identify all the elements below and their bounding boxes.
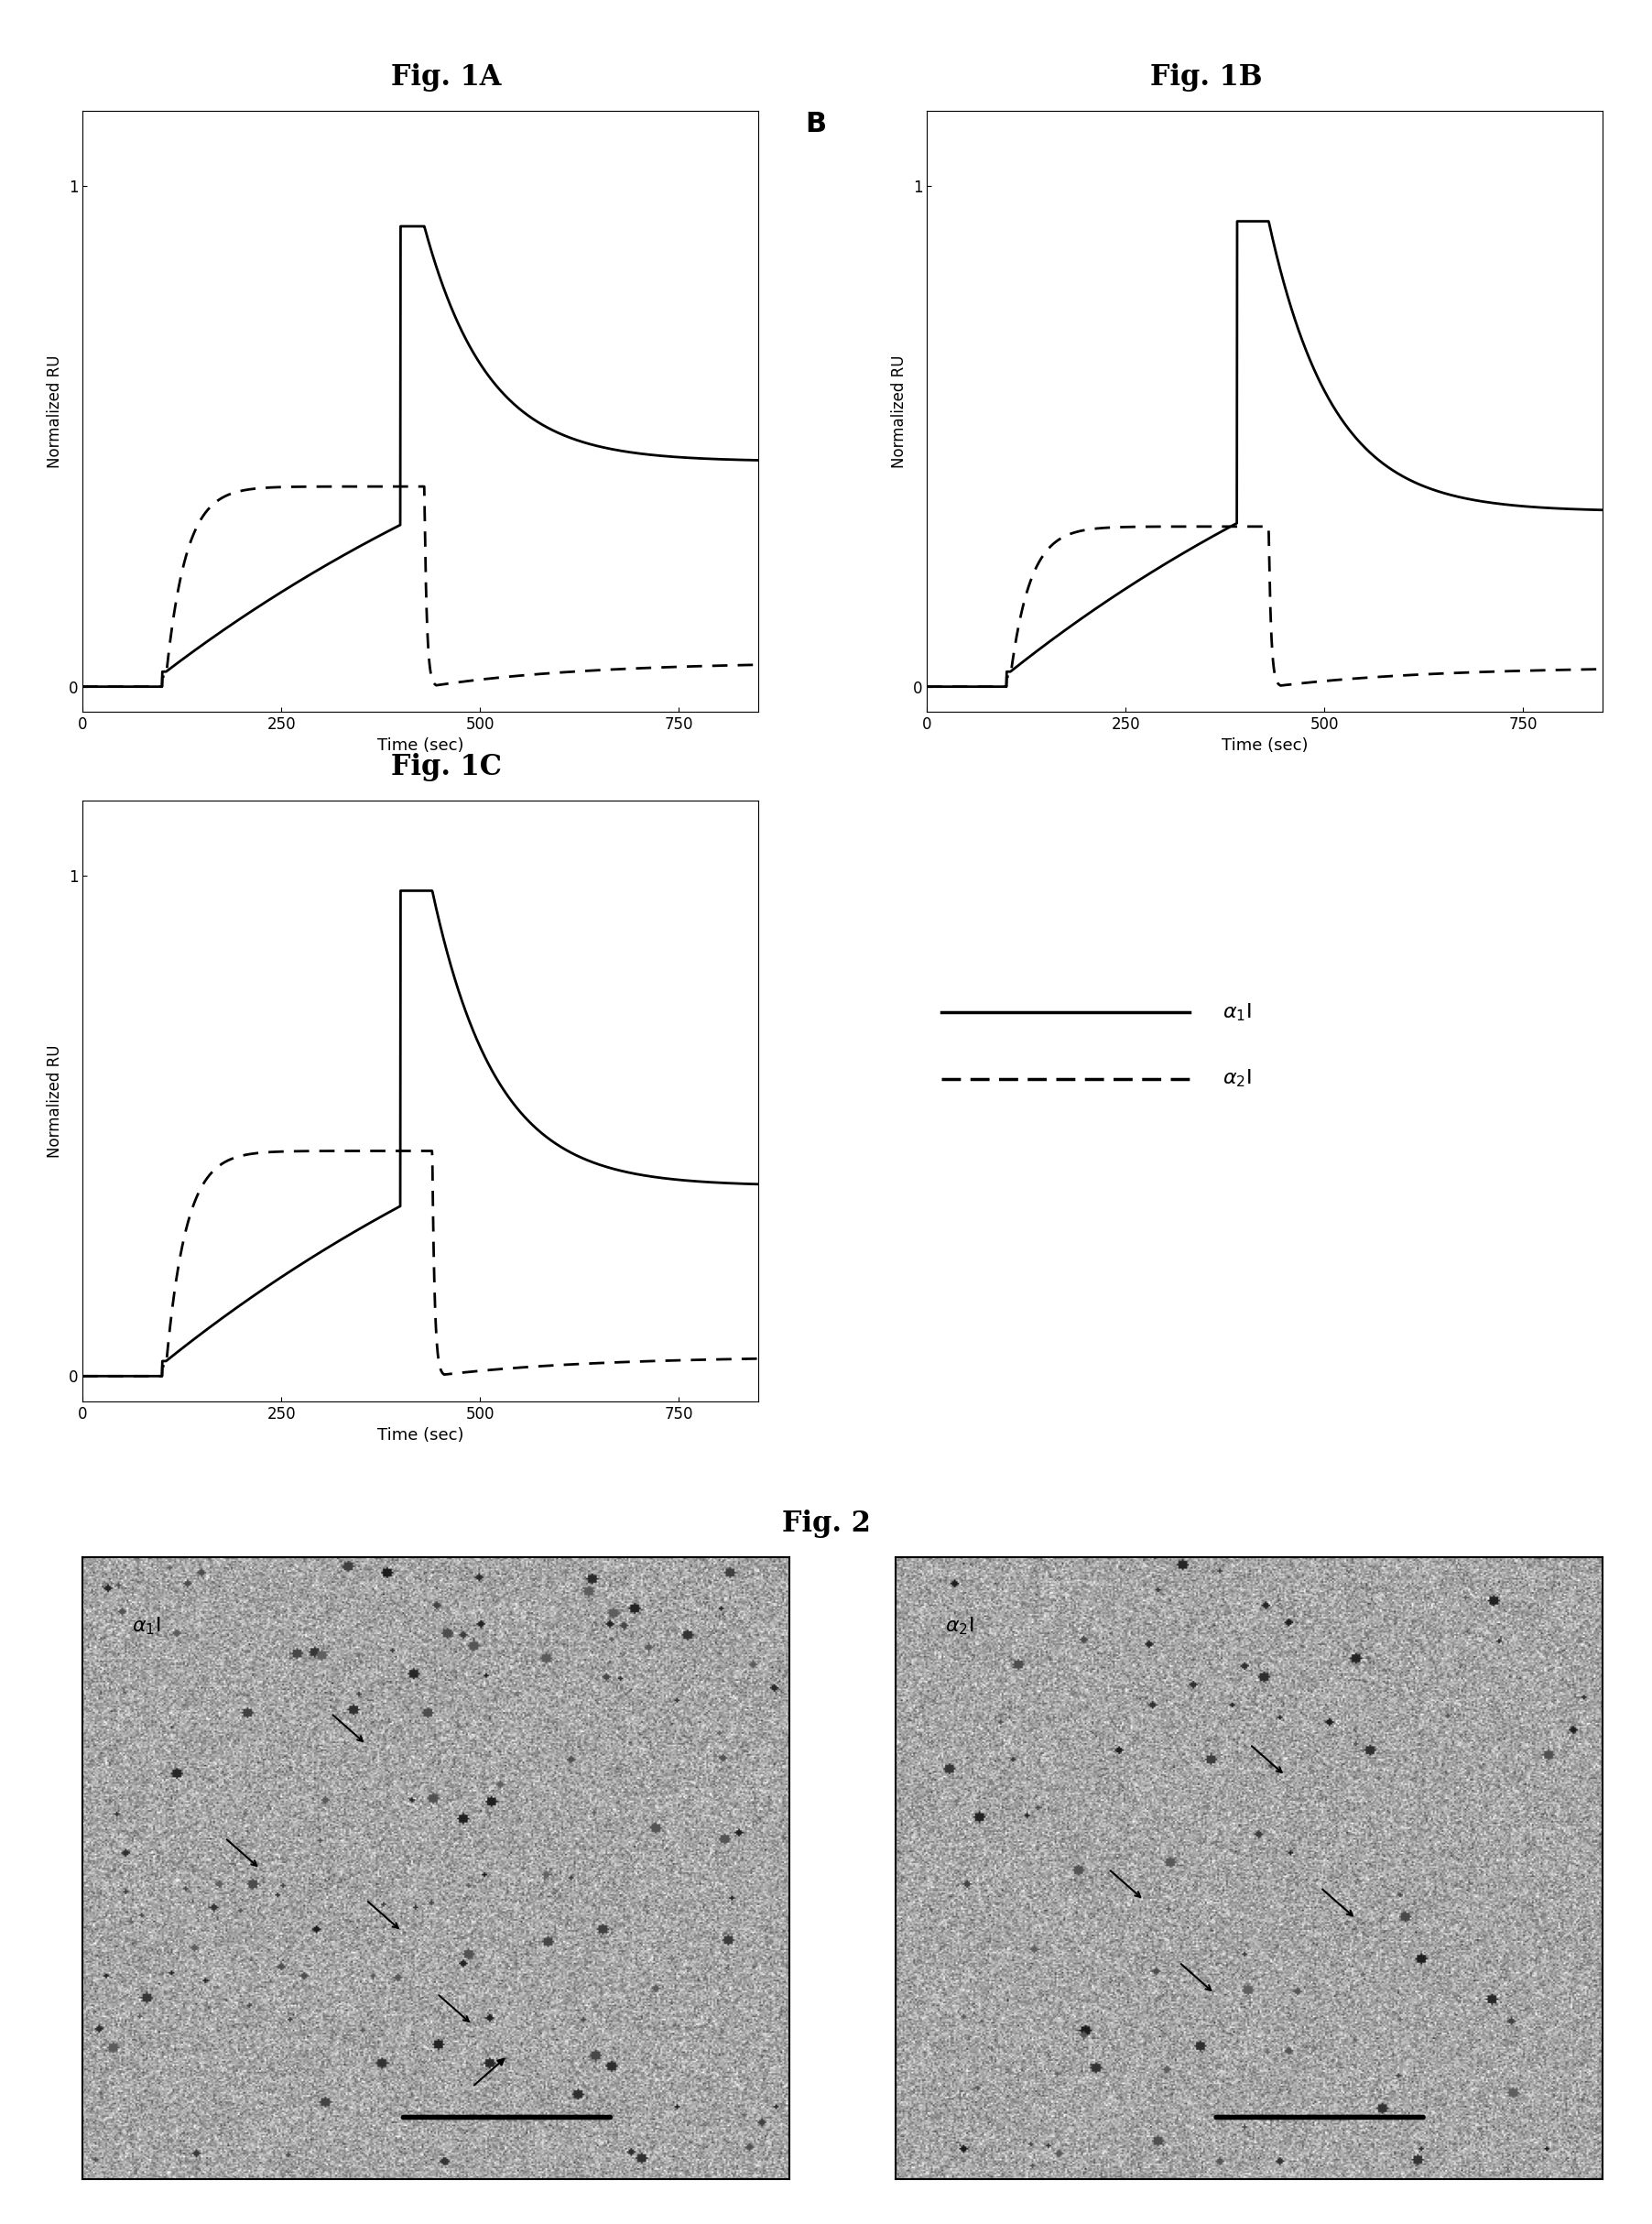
Text: B: B [806, 111, 826, 138]
X-axis label: Time (sec): Time (sec) [377, 738, 464, 754]
Text: Fig. 2: Fig. 2 [781, 1510, 871, 1537]
Text: Fig. 1A: Fig. 1A [392, 64, 501, 91]
Text: $\alpha_2$I: $\alpha_2$I [945, 1615, 975, 1637]
Text: Fig. 1C: Fig. 1C [390, 754, 502, 781]
X-axis label: Time (sec): Time (sec) [377, 1428, 464, 1443]
Text: Fig. 1B: Fig. 1B [1150, 64, 1262, 91]
Text: $\alpha_2$I: $\alpha_2$I [1222, 1068, 1251, 1090]
Text: $\alpha_1$I: $\alpha_1$I [132, 1615, 160, 1637]
Y-axis label: Normalized RU: Normalized RU [46, 356, 63, 467]
Y-axis label: Normalized RU: Normalized RU [890, 356, 907, 467]
Y-axis label: Normalized RU: Normalized RU [46, 1045, 63, 1156]
Text: $\alpha_1$I: $\alpha_1$I [1222, 1001, 1251, 1023]
X-axis label: Time (sec): Time (sec) [1221, 738, 1308, 754]
